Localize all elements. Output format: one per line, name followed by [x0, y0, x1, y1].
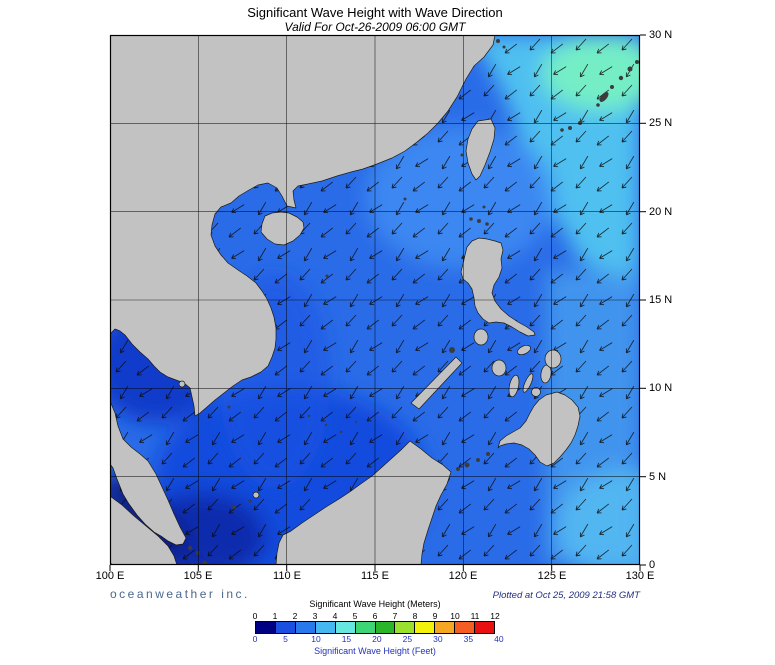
legend-color-cell	[395, 622, 416, 633]
lat-label-25n: 25 N	[649, 117, 673, 129]
legend-feet-title: Significant Wave Height (Feet)	[314, 646, 436, 656]
lat-label-20n: 20 N	[649, 206, 673, 218]
legend-color-cell	[295, 622, 316, 633]
legend-meters-title: Significant Wave Height (Meters)	[309, 599, 441, 609]
grid-lines	[110, 35, 640, 565]
lon-label-130e: 130 E	[625, 570, 655, 582]
island-mindanao	[497, 391, 581, 467]
legend-color-cell	[435, 622, 456, 633]
wave-height-legend: Significant Wave Height (Meters) 0 1 2 3…	[252, 599, 504, 656]
legend-color-cell	[335, 622, 356, 633]
lon-label-125e: 125 E	[537, 570, 567, 582]
lon-label-110e: 110 E	[273, 570, 301, 582]
lon-label-115e: 115 E	[361, 570, 389, 582]
plotted-timestamp: Plotted at Oct 25, 2009 21:58 GMT	[492, 590, 640, 601]
island-natuna	[252, 491, 260, 499]
page-title: Significant Wave Height with Wave Direct…	[247, 5, 503, 20]
oceanweather-logo-text: oceanweather inc.	[110, 587, 250, 601]
lat-label-30n: 30 N	[649, 29, 673, 41]
island-panay	[491, 359, 507, 377]
lat-label-5n: 5 N	[649, 471, 667, 483]
legend-color-cell	[275, 622, 296, 633]
island-luzon	[460, 237, 536, 337]
legend-colorbar	[255, 621, 495, 634]
island-taiwan	[465, 118, 496, 181]
island-mindoro	[473, 328, 489, 346]
map-frame	[109, 34, 641, 566]
island-hainan	[260, 211, 305, 246]
landmasses	[110, 35, 581, 565]
island-cebu	[522, 373, 534, 393]
lat-label-15n: 15 N	[649, 294, 673, 306]
lon-label-120e: 120 E	[448, 570, 478, 582]
valid-time-subtitle: Valid For Oct-26-2009 06:00 GMT	[284, 20, 466, 34]
island-masbate	[517, 344, 531, 356]
island-phu-quoc	[178, 380, 186, 388]
island-negros	[508, 374, 520, 398]
lon-label-100e: 100 E	[95, 570, 125, 582]
legend-color-cell	[355, 622, 376, 633]
lat-label-0: 0	[649, 559, 656, 571]
island-palawan	[410, 356, 463, 410]
landmass-malay-peninsula	[110, 400, 187, 546]
lon-label-105e: 105 E	[183, 570, 213, 582]
legend-color-cell	[375, 622, 396, 633]
legend-feet-ticks: 0 5 10 15 20 25 30 35 40	[252, 634, 504, 644]
legend-color-cell	[455, 622, 476, 633]
legend-color-cell	[256, 622, 276, 633]
lat-label-10n: 10 N	[649, 382, 673, 394]
legend-color-cell	[415, 622, 436, 633]
axis-ticks	[109, 34, 646, 571]
legend-color-cell	[475, 622, 495, 633]
legend-color-cell	[315, 622, 336, 633]
landmass-borneo	[275, 440, 452, 565]
island-bohol	[531, 387, 541, 397]
legend-meters-ticks: 0 1 2 3 4 5 6 7 8 9 10 11 12	[252, 611, 500, 621]
island-samar	[544, 349, 562, 369]
map-canvas	[109, 34, 646, 571]
map-area	[109, 34, 646, 571]
